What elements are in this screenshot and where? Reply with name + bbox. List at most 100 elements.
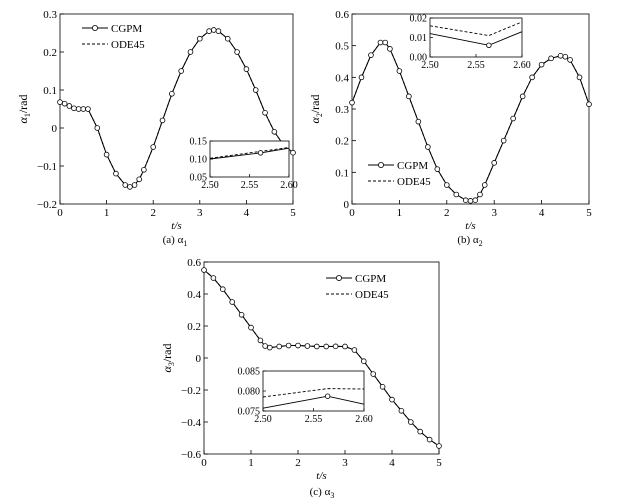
y-tick-label: −0.6 — [181, 449, 201, 461]
chart-panel-1: 0 1 2 3 4 5−0.2−0.100.10.20.3t/sα1/radCGPMODE… — [16, 9, 298, 248]
x-tick-label: 4 — [389, 457, 395, 469]
series-cgpm-point — [201, 267, 207, 273]
series-cgpm-point — [481, 182, 488, 188]
legend-cgpm-label: CGPM — [397, 160, 428, 172]
series-cgpm-point — [141, 167, 147, 173]
series-cgpm-point — [538, 61, 545, 68]
series-cgpm-point — [271, 129, 278, 135]
y-tick-label: 0.1 — [43, 85, 57, 97]
series-cgpm-point — [349, 99, 355, 106]
x-axis-label: t/s — [171, 220, 181, 232]
series-cgpm-point — [332, 343, 339, 350]
series-cgpm-point — [370, 371, 377, 377]
series-cgpm-point — [426, 436, 433, 443]
inset-x-tick-label: 2.50 — [421, 60, 439, 71]
x-tick-label: 2 — [295, 457, 301, 469]
series-cgpm-point — [136, 176, 143, 183]
series-cgpm-point — [113, 170, 119, 177]
inset: 2.50 2.55 2.60 0.05 0.10 0.15 — [190, 137, 298, 192]
y-axis-label-sub: 1 — [23, 113, 32, 117]
x-tick-label: 3 — [197, 207, 203, 219]
y-tick-label: −0.4 — [181, 417, 201, 429]
inset-y-tick-label: 0.080 — [238, 387, 261, 398]
series-cgpm-point — [85, 106, 91, 112]
y-tick-label: 0.6 — [335, 9, 349, 21]
y-tick-label: 0.4 — [335, 72, 349, 84]
inset-cgpm-point — [324, 393, 331, 399]
series-cgpm-point — [434, 166, 441, 172]
y-tick-label: 0.3 — [43, 9, 57, 21]
series-cgpm-point — [415, 118, 422, 125]
series-cgpm-point — [342, 343, 348, 350]
series-cgpm-point — [210, 275, 217, 281]
legend-cgpm-label: CGPM — [111, 23, 142, 35]
y-tick-label: −0.1 — [37, 161, 57, 173]
series-cgpm-point — [398, 407, 405, 414]
y-tick-label: 0.3 — [335, 104, 349, 116]
series-cgpm-point — [510, 115, 516, 122]
series-cgpm-point — [436, 443, 442, 449]
series-cgpm-point — [257, 337, 264, 344]
series-cgpm-point — [417, 428, 424, 435]
series-cgpm-point — [159, 117, 166, 124]
series-cgpm-point — [295, 342, 301, 349]
inset-frame — [209, 140, 290, 178]
series-cgpm-point — [122, 182, 129, 188]
y-axis-label-unit: /rad — [160, 344, 174, 363]
series-cgpm-point — [567, 57, 573, 63]
x-tick-label: 5 — [290, 207, 296, 219]
series-cgpm-point — [377, 39, 384, 46]
inset-y-tick-label: 0.00 — [410, 53, 428, 64]
inset-y-tick-label: 0.085 — [238, 367, 261, 378]
inset-y-tick-label: 0.10 — [190, 155, 208, 166]
legend-cgpm-marker — [92, 24, 99, 31]
series-cgpm-point — [500, 137, 507, 144]
series-cgpm-point — [248, 324, 254, 331]
series-cgpm-point — [229, 299, 236, 305]
series-cgpm-point — [304, 343, 311, 349]
series-cgpm-point — [150, 144, 157, 150]
inset-x-tick-label: 2.50 — [254, 414, 272, 425]
y-axis-label: α3/rad — [160, 344, 176, 373]
inset-ode45-line — [262, 388, 365, 398]
panel-caption-text: (b) α — [457, 234, 479, 246]
series-cgpm-point — [276, 343, 283, 350]
series-cgpm-point — [285, 342, 292, 349]
series-cgpm-point — [389, 396, 395, 403]
inset: 2.50 2.55 2.60 0.075 0.080 0.085 — [238, 367, 373, 426]
series-cgpm-point — [407, 419, 414, 425]
x-tick-label: 2 — [150, 207, 156, 219]
inset-x-tick-label: 2.55 — [467, 60, 485, 71]
series-cgpm-point — [453, 191, 460, 198]
y-axis-label: α2/rad — [308, 95, 324, 124]
y-axis-label-sub: 2 — [315, 113, 324, 117]
legend-ode45-label: ODE45 — [355, 289, 389, 301]
series-cgpm-point — [266, 344, 273, 351]
series-cgpm-point — [290, 149, 296, 156]
series-cgpm-point — [234, 49, 240, 55]
series-cgpm-point — [206, 28, 212, 34]
legend-cgpm-marker — [335, 274, 342, 281]
series-cgpm-point — [131, 182, 138, 188]
series-cgpm-point — [238, 311, 245, 318]
series-cgpm-point — [562, 53, 569, 60]
inset-cgpm-point — [486, 42, 492, 48]
inset: 2.50 2.55 2.60 0.00 0.01 0.02 — [410, 14, 531, 72]
series-cgpm-point — [215, 28, 222, 34]
panel-caption-sub: 2 — [479, 239, 483, 248]
series-cgpm-point — [80, 106, 87, 112]
x-tick-label: 5 — [586, 207, 592, 219]
y-axis-label-var: α — [308, 116, 322, 123]
legend-ode45-label: ODE45 — [111, 39, 145, 51]
panel-caption: (a) α1 — [163, 234, 188, 248]
series-cgpm-point — [462, 197, 469, 204]
series-cgpm-point — [61, 100, 68, 107]
panel-caption-sub: 1 — [183, 239, 187, 248]
y-tick-label: 0.4 — [187, 289, 201, 301]
series-cgpm-point — [576, 74, 583, 81]
series-cgpm-point — [262, 343, 268, 349]
series-cgpm-point — [94, 125, 101, 131]
series-cgpm-point — [187, 49, 194, 55]
x-tick-label: 4 — [539, 207, 545, 219]
